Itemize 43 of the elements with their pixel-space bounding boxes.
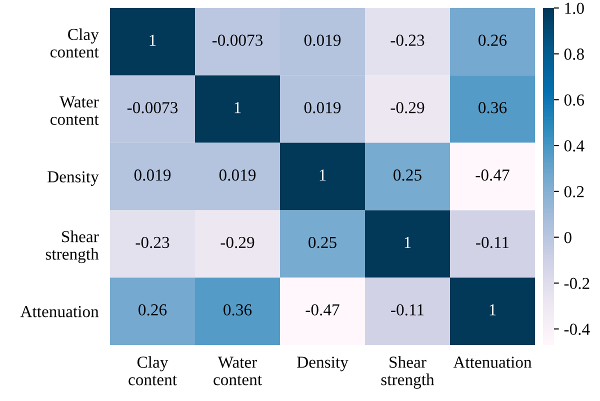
data-label: -0.47 <box>306 304 340 316</box>
data-label: -0.0073 <box>212 34 263 46</box>
color-bar-label: -0.4 <box>564 324 590 335</box>
x-tick-label: Shear strength <box>381 356 434 389</box>
y-tick-label: Water content <box>50 96 99 125</box>
data-label: 0.36 <box>224 304 252 316</box>
color-bar-label: 1.0 <box>565 2 584 14</box>
data-label: 0.019 <box>219 169 256 181</box>
data-label: -0.47 <box>476 169 510 181</box>
y-tick-label: Shear strength <box>46 230 99 264</box>
data-label: 1 <box>490 304 496 316</box>
color-bar-label: 0.4 <box>564 140 584 152</box>
x-tick-label: Water content <box>214 356 262 386</box>
data-label: 0.36 <box>478 102 507 114</box>
x-tick-label: Density <box>297 356 348 372</box>
data-label: -0.0073 <box>127 102 178 114</box>
color-bar-label: -0.2 <box>564 278 590 290</box>
data-label: -0.29 <box>390 102 424 114</box>
data-label: 1 <box>320 170 326 181</box>
data-label: 0.019 <box>304 34 341 46</box>
x-tick-label: Clay content <box>128 356 177 386</box>
data-label: -0.23 <box>390 34 424 46</box>
color-bar-label: 0 <box>564 232 572 244</box>
color-bar-label: 0.8 <box>564 48 584 60</box>
y-tick-label: Attenuation <box>20 306 99 318</box>
data-label: 0.26 <box>138 304 167 316</box>
data-label: -0.11 <box>476 236 509 248</box>
color-bar-label: 0.2 <box>564 186 584 198</box>
y-tick-label: Density <box>48 171 99 186</box>
data-label: 0.25 <box>308 236 336 248</box>
data-label: 0.019 <box>134 169 171 181</box>
data-label: 1 <box>404 236 411 248</box>
color-bar-label: 0.6 <box>564 94 584 106</box>
y-tick-label: Clay content <box>50 28 99 58</box>
data-label: 0.019 <box>304 102 341 114</box>
x-tick-label: Attenuation <box>453 356 532 368</box>
data-label: 0.25 <box>394 169 422 181</box>
data-label: 1 <box>234 102 241 114</box>
data-label: -0.23 <box>136 236 170 248</box>
data-label: 0.26 <box>478 34 507 46</box>
data-label: -0.11 <box>391 304 424 316</box>
data-label: 1 <box>150 34 156 46</box>
data-label: -0.29 <box>220 236 254 248</box>
